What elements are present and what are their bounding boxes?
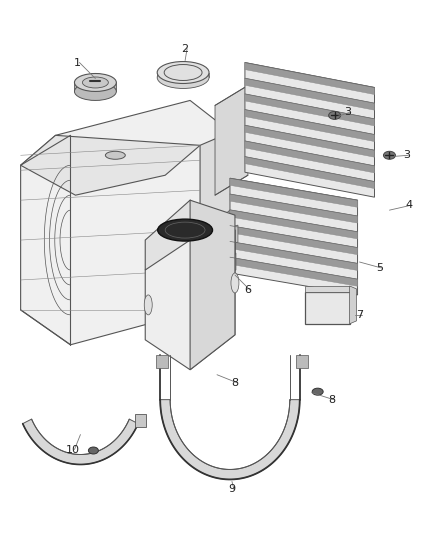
Text: 8: 8 [231,378,239,387]
Polygon shape [23,419,138,464]
Ellipse shape [88,447,99,454]
Polygon shape [350,286,357,324]
Text: 2: 2 [181,44,189,54]
Polygon shape [230,225,357,255]
Polygon shape [135,414,146,426]
Text: 6: 6 [244,285,251,295]
Ellipse shape [312,388,323,395]
Polygon shape [160,400,300,479]
Polygon shape [230,178,357,295]
Text: 9: 9 [228,484,236,495]
Polygon shape [230,194,357,223]
Polygon shape [218,225,238,247]
Polygon shape [245,110,374,142]
Polygon shape [305,286,350,292]
Polygon shape [230,178,357,207]
Polygon shape [190,200,235,370]
Polygon shape [157,72,209,77]
Ellipse shape [106,151,125,159]
Polygon shape [145,200,235,370]
Text: 8: 8 [328,394,335,405]
Ellipse shape [74,83,117,100]
Ellipse shape [231,273,239,293]
Text: 4: 4 [406,200,413,210]
FancyBboxPatch shape [305,292,350,324]
Polygon shape [21,100,235,345]
Polygon shape [296,355,308,368]
Ellipse shape [157,61,209,84]
Ellipse shape [158,219,212,241]
Polygon shape [21,135,200,195]
Polygon shape [74,83,117,92]
Polygon shape [245,62,374,94]
Text: 1: 1 [74,58,81,68]
Polygon shape [230,210,357,239]
Polygon shape [245,78,374,110]
Ellipse shape [384,151,396,159]
Text: 3: 3 [344,108,351,117]
Polygon shape [145,200,235,270]
Polygon shape [156,355,168,368]
Ellipse shape [328,111,341,119]
Ellipse shape [157,67,209,88]
Polygon shape [200,131,235,310]
Ellipse shape [144,295,152,315]
Polygon shape [215,85,248,195]
Text: 5: 5 [376,263,383,273]
Ellipse shape [82,77,108,88]
Polygon shape [230,241,357,270]
Text: 3: 3 [403,150,410,160]
Polygon shape [245,62,374,197]
Ellipse shape [74,74,117,92]
Text: 7: 7 [356,310,363,320]
Polygon shape [245,94,374,126]
Polygon shape [216,253,236,275]
Polygon shape [245,125,374,157]
Polygon shape [245,157,374,189]
Polygon shape [245,141,374,173]
Polygon shape [218,200,242,290]
Polygon shape [230,257,357,286]
Text: 10: 10 [65,445,79,455]
